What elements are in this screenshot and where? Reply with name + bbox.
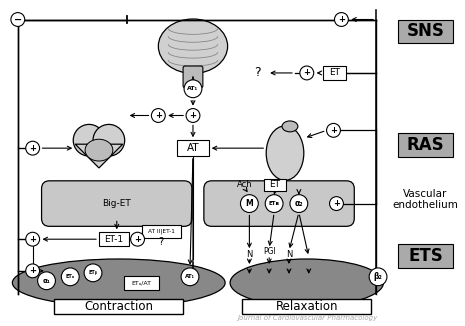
Text: +: + bbox=[338, 15, 345, 24]
Ellipse shape bbox=[85, 139, 113, 161]
Circle shape bbox=[369, 268, 387, 286]
Circle shape bbox=[11, 13, 25, 26]
Circle shape bbox=[326, 124, 340, 137]
Circle shape bbox=[240, 195, 258, 213]
Text: SNS: SNS bbox=[406, 22, 445, 40]
Text: N: N bbox=[286, 249, 292, 259]
Text: AT II|ET-1: AT II|ET-1 bbox=[148, 229, 175, 234]
Text: AT₁: AT₁ bbox=[185, 274, 195, 279]
Text: α₂: α₂ bbox=[294, 199, 303, 208]
Circle shape bbox=[26, 141, 40, 155]
FancyBboxPatch shape bbox=[398, 133, 453, 157]
Circle shape bbox=[93, 125, 125, 156]
Circle shape bbox=[181, 268, 199, 286]
Circle shape bbox=[26, 264, 40, 278]
Circle shape bbox=[38, 272, 55, 290]
Circle shape bbox=[73, 125, 105, 156]
Text: ET: ET bbox=[329, 68, 340, 78]
Text: β₂: β₂ bbox=[373, 272, 383, 281]
FancyBboxPatch shape bbox=[41, 181, 192, 226]
Ellipse shape bbox=[266, 126, 304, 180]
Circle shape bbox=[26, 232, 40, 246]
FancyBboxPatch shape bbox=[242, 299, 371, 314]
FancyBboxPatch shape bbox=[99, 232, 129, 246]
Circle shape bbox=[152, 109, 165, 123]
Text: Big-ET: Big-ET bbox=[102, 199, 131, 208]
Text: ETᵦ: ETᵦ bbox=[88, 270, 98, 275]
Text: ETₐ: ETₐ bbox=[66, 274, 75, 279]
Text: +: + bbox=[189, 111, 197, 120]
Text: ?: ? bbox=[159, 237, 164, 247]
Text: Ach: Ach bbox=[237, 180, 252, 189]
Text: N: N bbox=[246, 249, 252, 259]
FancyBboxPatch shape bbox=[204, 181, 354, 226]
Text: ETₐ/AT: ETₐ/AT bbox=[132, 280, 152, 285]
Text: −: − bbox=[14, 14, 22, 24]
Circle shape bbox=[61, 268, 79, 286]
Text: ET-1: ET-1 bbox=[104, 235, 123, 244]
Text: Journal of Cardiovascular Pharmacology: Journal of Cardiovascular Pharmacology bbox=[237, 315, 377, 321]
Text: Relaxation: Relaxation bbox=[276, 300, 338, 313]
Ellipse shape bbox=[13, 259, 225, 306]
FancyBboxPatch shape bbox=[54, 299, 183, 314]
Circle shape bbox=[184, 80, 202, 98]
FancyBboxPatch shape bbox=[183, 66, 203, 88]
Text: +: + bbox=[330, 126, 337, 135]
Ellipse shape bbox=[230, 259, 384, 306]
Text: PGI: PGI bbox=[263, 246, 276, 256]
Text: Vascular
endothelium: Vascular endothelium bbox=[392, 189, 458, 210]
Circle shape bbox=[300, 66, 314, 80]
Circle shape bbox=[334, 13, 348, 26]
Circle shape bbox=[84, 264, 102, 282]
Text: ?: ? bbox=[254, 67, 260, 80]
Circle shape bbox=[290, 195, 308, 213]
Circle shape bbox=[186, 109, 200, 123]
Text: +: + bbox=[29, 235, 36, 244]
Text: RAS: RAS bbox=[407, 136, 445, 154]
Text: α₁: α₁ bbox=[42, 278, 51, 284]
Text: +: + bbox=[303, 68, 310, 78]
Text: +: + bbox=[333, 199, 340, 208]
Ellipse shape bbox=[282, 121, 298, 132]
FancyBboxPatch shape bbox=[398, 244, 453, 268]
Text: M: M bbox=[246, 199, 253, 208]
Text: ETʙ: ETʙ bbox=[269, 201, 279, 206]
Text: ET: ET bbox=[270, 180, 280, 189]
FancyBboxPatch shape bbox=[398, 20, 453, 43]
Text: AT₁: AT₁ bbox=[187, 86, 199, 91]
Circle shape bbox=[265, 195, 283, 213]
Text: ETS: ETS bbox=[408, 247, 443, 265]
Ellipse shape bbox=[159, 19, 227, 73]
Text: +: + bbox=[29, 266, 36, 275]
FancyBboxPatch shape bbox=[323, 66, 346, 80]
Text: Contraction: Contraction bbox=[84, 300, 153, 313]
Text: AT: AT bbox=[186, 143, 199, 153]
FancyBboxPatch shape bbox=[124, 276, 159, 290]
Polygon shape bbox=[75, 144, 123, 168]
FancyBboxPatch shape bbox=[141, 225, 181, 238]
Text: +: + bbox=[134, 235, 141, 244]
Text: +: + bbox=[29, 144, 36, 153]
Circle shape bbox=[131, 232, 145, 246]
Text: +: + bbox=[155, 111, 162, 120]
FancyBboxPatch shape bbox=[177, 140, 209, 156]
FancyBboxPatch shape bbox=[264, 179, 286, 191]
Circle shape bbox=[330, 197, 343, 211]
